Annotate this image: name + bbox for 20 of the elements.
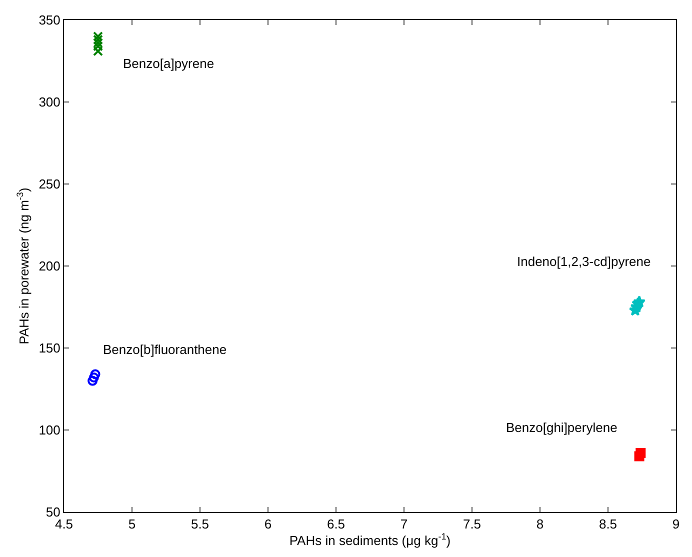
x-tick-label: 9 [672,516,680,532]
y-tick-label: 100 [38,422,60,438]
x-tick-label: 6 [264,516,272,532]
y-tick-label: 200 [38,258,60,274]
y-tick-label: 350 [38,12,60,28]
x-tick-label: 8.5 [598,516,618,532]
x-tick-label: 5 [128,516,136,532]
series-label: Benzo[b]fluoranthene [103,342,227,357]
x-tick-label: 8 [536,516,544,532]
series-label: Benzo[a]pyrene [123,56,214,71]
text: Indeno[1,2,3-cd]pyrene [517,254,651,269]
x-tick-label: 5.5 [190,516,210,532]
x-tick-label: 6.5 [326,516,346,532]
series-label: Benzo[ghi]perylene [506,420,618,435]
x-tick-label: 7 [400,516,408,532]
x-axis-title: PAHs in sediments (μg kg$^{-1}$) [289,532,451,548]
y-tick-label: 150 [38,340,60,356]
x-tick-label: 7.5 [462,516,482,532]
y-tick-label: 300 [38,94,60,110]
y-tick-label: 250 [38,176,60,192]
